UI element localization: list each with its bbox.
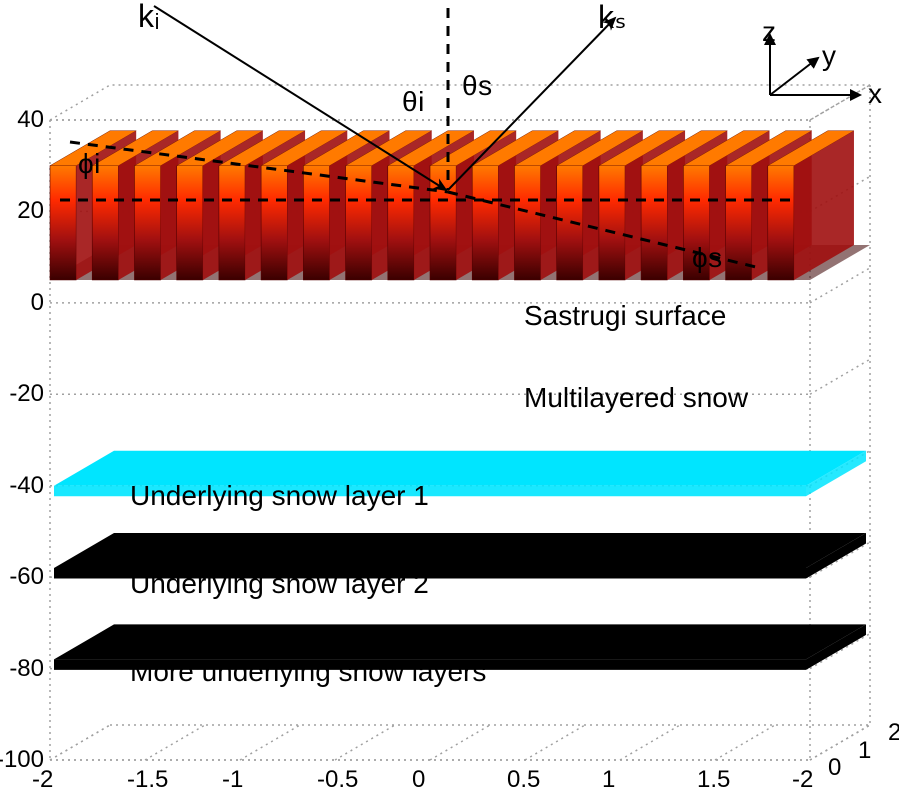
label-ks: kₛ bbox=[598, 0, 627, 36]
y-tick: 40 bbox=[17, 106, 44, 134]
label-sastrugi: Sastrugi surface bbox=[524, 300, 726, 332]
label-theta-i: θi bbox=[402, 86, 425, 118]
y-tick: 20 bbox=[17, 197, 44, 225]
label-multilayer: Multilayered snow bbox=[524, 382, 748, 414]
label-x: x bbox=[868, 78, 883, 110]
x-tick: 0.5 bbox=[507, 766, 540, 794]
x-tick: 1 bbox=[602, 766, 615, 794]
label-y: y bbox=[822, 40, 837, 72]
depth-tick: 1 bbox=[858, 737, 871, 765]
label-layer2: Underlying snow layer 2 bbox=[130, 568, 429, 600]
y-tick: -40 bbox=[9, 472, 44, 500]
x-tick: 0 bbox=[412, 766, 425, 794]
figure-root: kᵢ kₛ θi θs ϕi ϕs z y x Sastrugi surface… bbox=[0, 0, 899, 800]
x-tick: -2 bbox=[32, 766, 53, 794]
label-phi-s: ϕs bbox=[692, 242, 723, 274]
x-tick: 1.5 bbox=[697, 766, 730, 794]
label-layer1: Underlying snow layer 1 bbox=[130, 480, 429, 512]
label-theta-s: θs bbox=[462, 70, 493, 102]
x-tick: -2 bbox=[792, 766, 813, 794]
label-z: z bbox=[762, 16, 777, 48]
depth-tick: 2 bbox=[888, 719, 899, 747]
label-phi-i: ϕi bbox=[78, 148, 101, 180]
depth-tick: 0 bbox=[828, 754, 841, 782]
x-tick: -1.5 bbox=[127, 766, 168, 794]
y-tick: 0 bbox=[31, 289, 44, 317]
coord-triad bbox=[770, 35, 860, 95]
x-tick: -1 bbox=[222, 766, 243, 794]
x-tick: -0.5 bbox=[317, 766, 358, 794]
label-ki: kᵢ bbox=[138, 0, 160, 35]
y-tick: -20 bbox=[9, 380, 44, 408]
y-tick: -60 bbox=[9, 563, 44, 591]
label-more: More underlying snow layers bbox=[130, 656, 486, 688]
sastrugi-surface bbox=[50, 131, 870, 280]
y-tick: -80 bbox=[9, 655, 44, 683]
